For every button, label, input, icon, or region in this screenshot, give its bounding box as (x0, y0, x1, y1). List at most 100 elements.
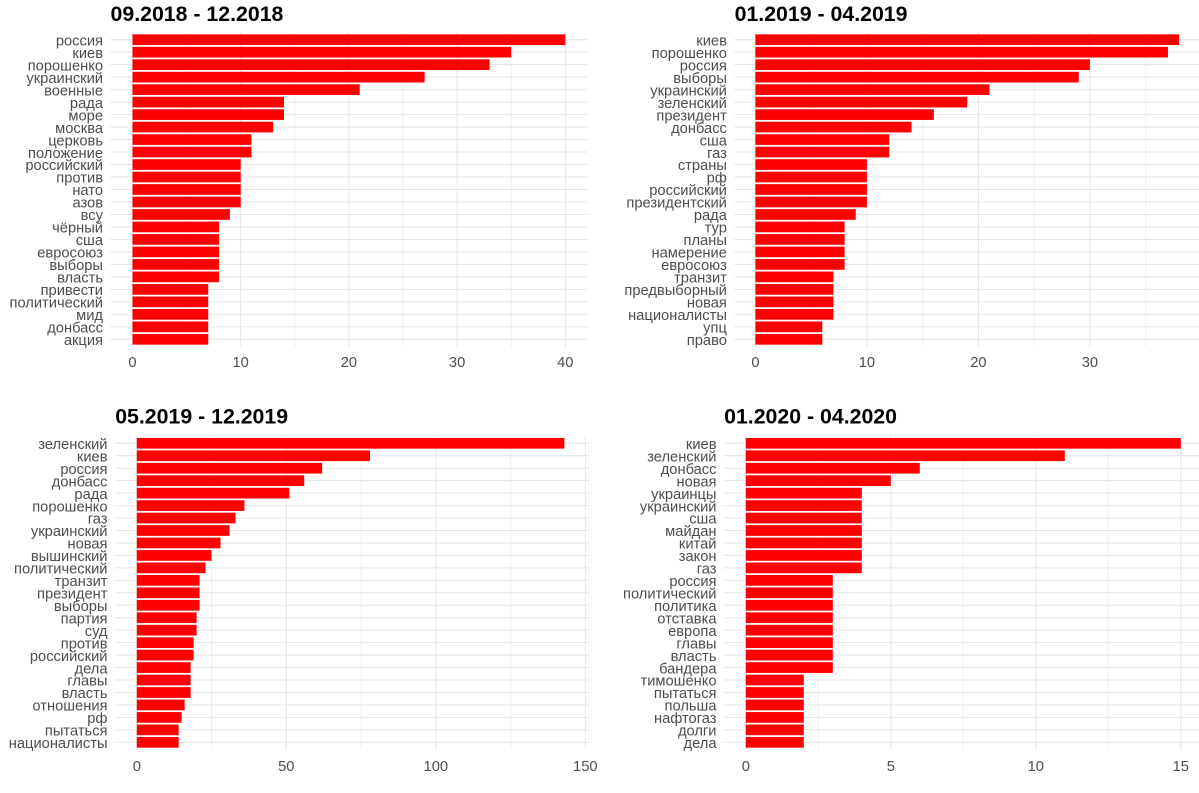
svg-text:националисты: националисты (628, 308, 727, 324)
svg-text:российский: российский (30, 649, 108, 665)
svg-text:украинский: украинский (26, 71, 103, 87)
svg-text:30: 30 (449, 355, 465, 371)
svg-text:всу: всу (81, 208, 104, 224)
svg-text:россия: россия (60, 462, 107, 478)
svg-text:транзит: транзит (55, 574, 108, 590)
svg-text:против: против (56, 171, 103, 187)
svg-text:власть: власть (57, 271, 103, 287)
svg-text:европа: европа (668, 624, 717, 640)
svg-text:50: 50 (278, 759, 294, 775)
svg-text:против: против (61, 636, 108, 652)
svg-text:рада: рада (74, 487, 108, 503)
svg-text:тимошенко: тимошенко (640, 674, 716, 690)
svg-text:зеленский: зеленский (647, 449, 716, 465)
svg-text:20: 20 (970, 355, 986, 371)
svg-text:порошенко: порошенко (32, 499, 107, 515)
svg-text:планы: планы (684, 233, 727, 249)
svg-text:09.2018 - 12.2018: 09.2018 - 12.2018 (111, 2, 284, 26)
svg-text:польша: польша (665, 699, 718, 715)
svg-text:выборы: выборы (54, 599, 108, 615)
svg-text:зеленский: зеленский (658, 96, 727, 112)
svg-text:20: 20 (341, 355, 357, 371)
svg-text:главы: главы (676, 636, 716, 652)
svg-text:10: 10 (1028, 759, 1044, 775)
svg-text:новая: новая (676, 474, 716, 490)
svg-text:предвыборный: предвыборный (624, 283, 727, 299)
svg-text:президент: президент (37, 587, 108, 603)
svg-text:газ: газ (88, 512, 108, 528)
svg-text:украинский: украинский (31, 524, 108, 540)
svg-text:суд: суд (85, 624, 108, 640)
svg-text:привести: привести (41, 283, 103, 299)
svg-text:киев: киев (77, 449, 108, 465)
svg-text:0: 0 (133, 759, 141, 775)
svg-text:россия: россия (56, 33, 103, 49)
svg-text:40: 40 (557, 355, 573, 371)
svg-text:власть: власть (62, 686, 108, 702)
svg-text:закон: закон (679, 549, 717, 565)
svg-text:газ: газ (707, 146, 727, 162)
svg-text:националисты: националисты (9, 736, 108, 752)
svg-text:партия: партия (61, 611, 108, 627)
svg-text:море: море (68, 108, 103, 124)
svg-text:пытаться: пытаться (654, 686, 717, 702)
svg-text:чёрный: чёрный (52, 221, 103, 237)
svg-text:донбасс: донбасс (671, 121, 727, 137)
svg-text:отставка: отставка (657, 611, 717, 627)
svg-text:выборы: выборы (673, 71, 727, 87)
svg-text:рада: рада (694, 208, 728, 224)
svg-text:киев: киев (686, 437, 717, 453)
svg-text:политика: политика (654, 599, 717, 615)
svg-text:01.2019 - 04.2019: 01.2019 - 04.2019 (735, 2, 908, 26)
svg-text:10: 10 (859, 355, 875, 371)
svg-text:сша: сша (689, 512, 717, 528)
svg-text:0: 0 (751, 355, 759, 371)
svg-text:газ: газ (697, 562, 717, 578)
svg-text:украинский: украинский (650, 83, 727, 99)
svg-text:100: 100 (424, 759, 449, 775)
svg-text:порошенко: порошенко (28, 58, 103, 74)
svg-text:дела: дела (75, 661, 109, 677)
svg-text:новая: новая (67, 537, 107, 553)
svg-text:право: право (687, 333, 727, 349)
svg-text:главы: главы (67, 674, 107, 690)
svg-text:майдан: майдан (665, 524, 716, 540)
svg-text:киев: киев (72, 46, 103, 62)
svg-text:долги: долги (678, 724, 717, 740)
svg-text:донбасс: донбасс (52, 474, 108, 490)
svg-text:евросоюз: евросоюз (661, 258, 727, 274)
svg-text:05.2019 - 12.2019: 05.2019 - 12.2019 (115, 405, 288, 429)
svg-text:положение: положение (28, 146, 103, 162)
svg-text:150: 150 (573, 759, 598, 775)
svg-text:страны: страны (678, 158, 727, 174)
svg-text:новая: новая (687, 296, 727, 312)
svg-text:30: 30 (1082, 355, 1098, 371)
svg-text:евросоюз: евросоюз (37, 246, 103, 262)
svg-text:политический: политический (14, 562, 108, 578)
svg-text:политический: политический (9, 296, 103, 312)
svg-text:5: 5 (887, 759, 895, 775)
svg-text:донбасс: донбасс (661, 462, 717, 478)
svg-text:президентский: президентский (626, 196, 727, 212)
svg-text:15: 15 (1173, 759, 1189, 775)
svg-text:пытаться: пытаться (45, 724, 108, 740)
svg-text:москва: москва (55, 121, 104, 137)
svg-text:российский: российский (649, 183, 727, 199)
svg-text:донбасс: донбасс (47, 321, 103, 337)
svg-text:китай: китай (679, 537, 717, 553)
svg-text:азов: азов (72, 196, 103, 212)
svg-text:нафтогаз: нафтогаз (654, 711, 717, 727)
svg-text:транзит: транзит (674, 271, 727, 287)
svg-text:зеленский: зеленский (38, 437, 107, 453)
svg-text:российский: российский (25, 158, 103, 174)
svg-text:украинский: украинский (640, 499, 717, 515)
svg-text:россия: россия (680, 58, 727, 74)
svg-text:10: 10 (233, 355, 249, 371)
svg-text:украинцы: украинцы (651, 487, 716, 503)
svg-text:сша: сша (76, 233, 104, 249)
svg-text:01.2020 - 04.2020: 01.2020 - 04.2020 (724, 405, 897, 429)
svg-text:мид: мид (76, 308, 103, 324)
svg-text:рф: рф (87, 711, 107, 727)
svg-text:дела: дела (684, 736, 718, 752)
svg-text:вышинский: вышинский (31, 549, 108, 565)
